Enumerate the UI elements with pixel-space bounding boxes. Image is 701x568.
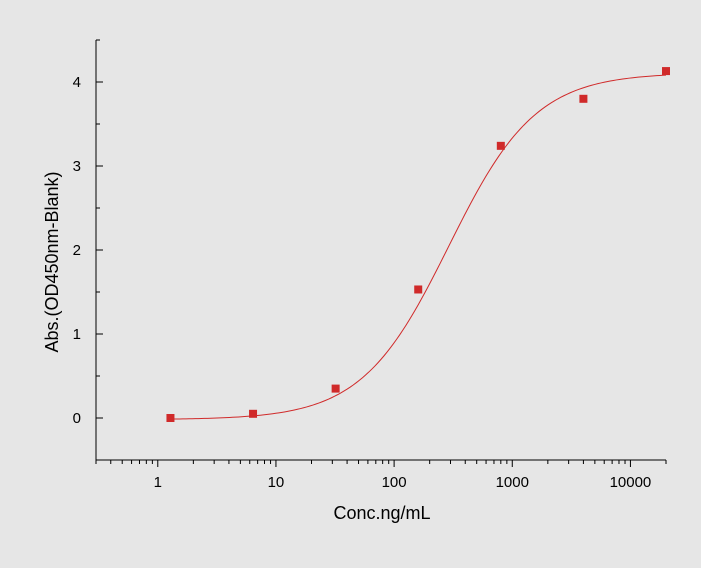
data-point (249, 409, 258, 418)
x-tick-label: 10000 (610, 474, 652, 491)
data-point (579, 94, 588, 103)
data-point (331, 384, 340, 393)
y-axis-title: Abs.(OD450nm-Blank) (42, 171, 62, 352)
x-ticks: 1 10 100 1000 10000 (95, 460, 667, 491)
axes (95, 40, 666, 461)
data-point (662, 67, 670, 76)
data-point (166, 414, 175, 422)
x-tick-label: 10 (268, 474, 285, 491)
y-ticks: 0 1 2 3 4 (73, 39, 103, 461)
x-axis-title: Conc.ng/mL (333, 503, 430, 523)
y-tick-label: 1 (73, 326, 81, 343)
x-tick-label: 1 (154, 474, 162, 491)
y-tick-label: 2 (73, 242, 81, 259)
fit-curve (170, 74, 667, 420)
data-point (496, 141, 505, 150)
x-tick-label: 100 (382, 474, 407, 491)
y-tick-label: 4 (73, 74, 81, 91)
x-tick-label: 1000 (496, 474, 529, 491)
data-point (414, 285, 423, 294)
data-points (166, 67, 670, 422)
y-tick-label: 3 (73, 158, 81, 175)
y-tick-label: 0 (73, 410, 81, 427)
